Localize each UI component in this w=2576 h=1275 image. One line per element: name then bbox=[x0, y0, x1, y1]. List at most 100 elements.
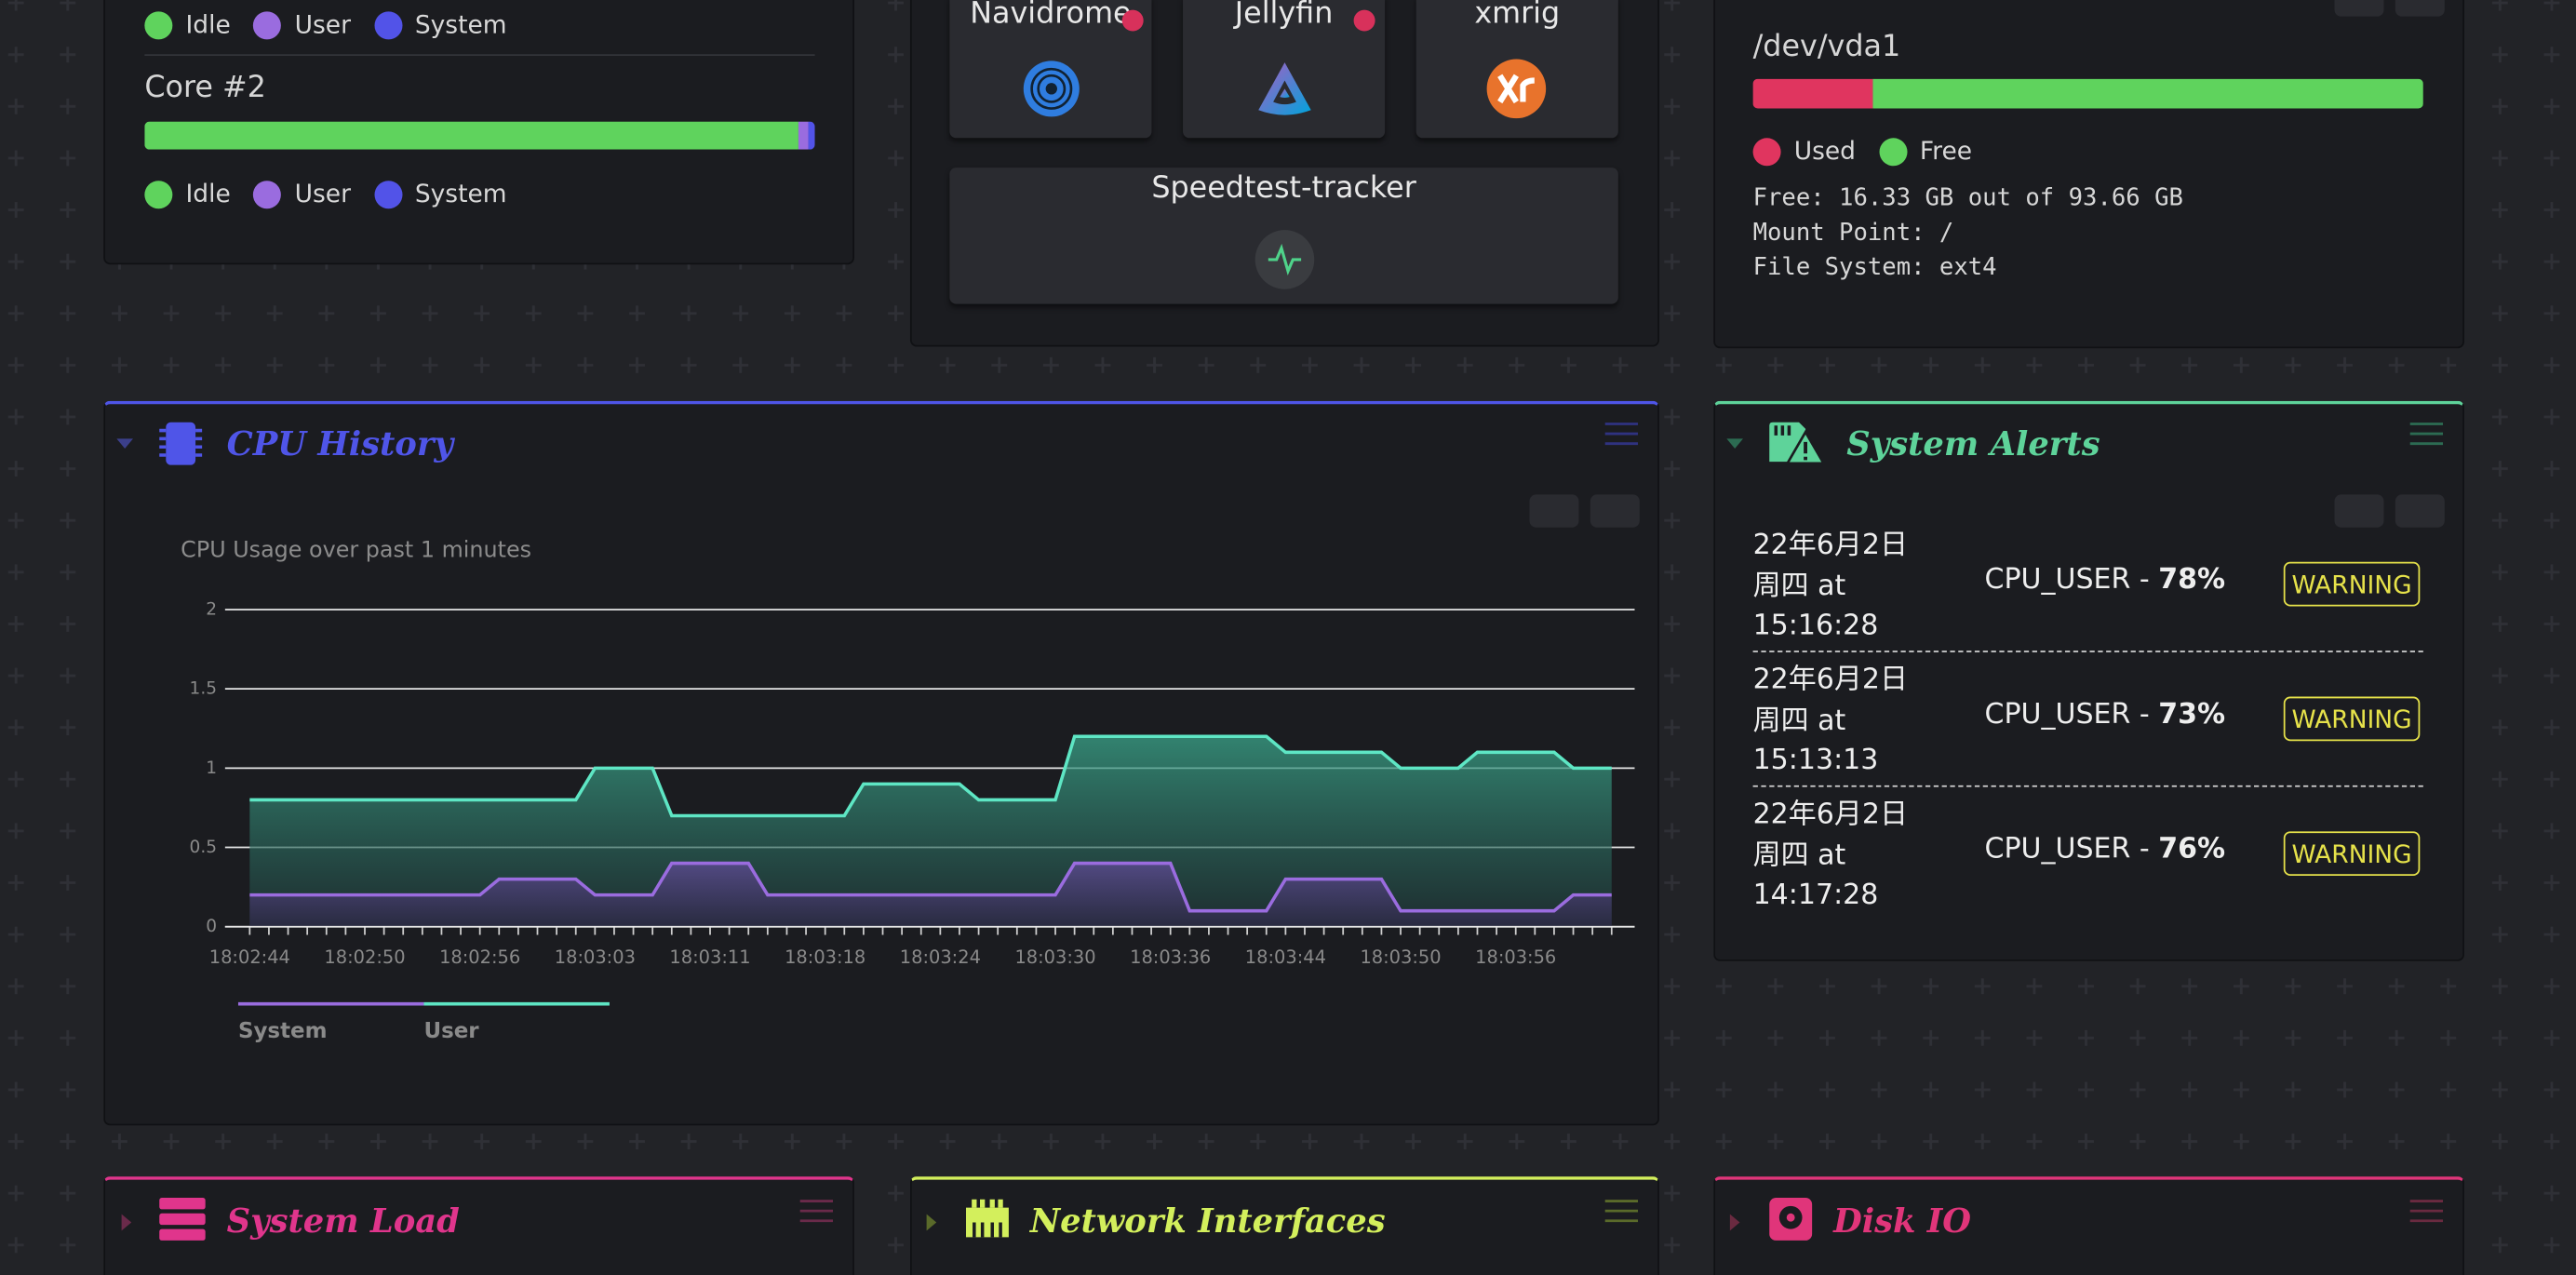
x-tick-label: 18:03:18 bbox=[785, 946, 865, 968]
expand-arrow[interactable] bbox=[1726, 1213, 1743, 1232]
alert-level: WARNING bbox=[2283, 831, 2421, 876]
y-tick-label: 0.5 bbox=[190, 838, 217, 857]
section-icon bbox=[159, 422, 203, 465]
alert-value: 78% bbox=[2158, 563, 2226, 597]
legend-label: User bbox=[423, 1019, 479, 1043]
alert-message: CPU_USER - 76% bbox=[1984, 833, 2225, 866]
series-line bbox=[249, 734, 1612, 818]
section-icon bbox=[1769, 422, 1826, 465]
x-tick-label: 18:02:50 bbox=[324, 946, 405, 968]
app-icon bbox=[1258, 62, 1311, 115]
disk-legend: Used Free bbox=[1752, 136, 1995, 167]
core-legend: Idle User System bbox=[144, 9, 530, 40]
disk-detail: Mount Point: / bbox=[1752, 220, 1954, 247]
app-tile[interactable]: Speedtest-tracker bbox=[949, 168, 1618, 304]
legend-label: System bbox=[238, 1019, 328, 1043]
section-icon bbox=[159, 1198, 206, 1241]
legend-label: Free bbox=[1919, 136, 1973, 167]
y-tick-label: 0 bbox=[206, 917, 217, 936]
section-menu[interactable] bbox=[2408, 1198, 2445, 1224]
section-title: Disk IO bbox=[1833, 1201, 1972, 1241]
x-tick-label: 18:02:56 bbox=[439, 946, 520, 968]
x-tick-label: 18:03:56 bbox=[1475, 946, 1556, 968]
section-icon bbox=[1769, 1198, 1813, 1241]
expand-arrow[interactable] bbox=[118, 1213, 135, 1232]
section-title: System Alerts bbox=[1846, 423, 2100, 463]
open-button[interactable] bbox=[2334, 0, 2384, 17]
y-tick-label: 1.5 bbox=[190, 679, 217, 699]
divider bbox=[1752, 651, 2423, 652]
collapse-arrow[interactable] bbox=[115, 434, 135, 453]
core-bar bbox=[144, 121, 815, 150]
alert-level: WARNING bbox=[2283, 696, 2421, 742]
section-menu[interactable] bbox=[1603, 1198, 1640, 1224]
section-menu[interactable] bbox=[1603, 421, 1640, 447]
refresh-button[interactable] bbox=[1590, 494, 1640, 528]
disk-panel bbox=[1713, 0, 2464, 349]
open-button[interactable] bbox=[1529, 494, 1579, 528]
section-menu[interactable] bbox=[2408, 421, 2445, 447]
alert-metric: CPU_USER - bbox=[1984, 563, 2150, 597]
disk-device: /dev/vda1 bbox=[1752, 29, 1901, 64]
expand-arrow[interactable] bbox=[923, 1213, 940, 1232]
app-tile[interactable]: xmrig bbox=[1415, 0, 1618, 139]
alert-message: CPU_USER - 73% bbox=[1984, 698, 2225, 731]
legend-label: Used bbox=[1793, 136, 1857, 167]
app-tile[interactable]: Navidrome bbox=[949, 0, 1152, 139]
divider bbox=[1752, 785, 2423, 787]
section-title: Network Interfaces bbox=[1029, 1201, 1386, 1241]
app-tile[interactable]: Jellyfin bbox=[1183, 0, 1386, 139]
divider bbox=[144, 54, 815, 57]
status-dot bbox=[1121, 9, 1144, 32]
x-tick-label: 18:03:44 bbox=[1245, 946, 1326, 968]
bar-segment bbox=[808, 121, 815, 150]
bar-segment bbox=[798, 121, 809, 150]
alert-value: 76% bbox=[2158, 833, 2226, 866]
legend-label: System bbox=[414, 179, 507, 209]
bar-segment bbox=[1752, 78, 1874, 109]
refresh-button[interactable] bbox=[2395, 0, 2445, 17]
bar-segment bbox=[1873, 78, 2423, 109]
app-name: Navidrome bbox=[970, 0, 1132, 32]
core-legend: Idle User System bbox=[144, 179, 530, 208]
alert-time: 22年6月2日 周四 at 15:13:13 bbox=[1752, 664, 1908, 778]
disk-io-panel bbox=[1713, 1176, 2464, 1275]
section-icon bbox=[966, 1199, 1009, 1238]
x-tick-label: 18:03:03 bbox=[555, 946, 636, 968]
area-fill bbox=[249, 736, 1612, 927]
x-tick-label: 18:03:36 bbox=[1130, 946, 1211, 968]
collapse-arrow[interactable] bbox=[1725, 434, 1745, 453]
x-tick-label: 18:03:50 bbox=[1360, 946, 1441, 968]
legend-label: System bbox=[414, 9, 507, 40]
alert-metric: CPU_USER - bbox=[1984, 833, 2150, 866]
app-icon bbox=[1254, 230, 1315, 289]
alerts-panel bbox=[1713, 400, 2464, 961]
chart: 0 0.5 1 1.5 2 18:02:44 18:02:50 18:02:56 18:03:0… bbox=[190, 599, 1635, 1043]
chart-title: CPU Usage over past 1 minutes bbox=[181, 537, 532, 564]
app-name: xmrig bbox=[1474, 0, 1561, 32]
app-name: Speedtest-tracker bbox=[1151, 170, 1416, 206]
disk-detail: Free: 16.33 GB out of 93.66 GB bbox=[1752, 185, 2183, 212]
refresh-button[interactable] bbox=[2395, 494, 2445, 528]
open-button[interactable] bbox=[2334, 494, 2384, 528]
core-label: Core #2 bbox=[144, 70, 266, 105]
alert-level: WARNING bbox=[2283, 561, 2421, 607]
alert-time: 22年6月2日 周四 at 14:17:28 bbox=[1752, 799, 1908, 912]
series-line bbox=[249, 861, 1612, 913]
x-tick-label: 18:03:30 bbox=[1014, 946, 1095, 968]
network-panel bbox=[909, 1176, 1659, 1275]
app-icon bbox=[1023, 60, 1080, 117]
x-tick-label: 18:02:44 bbox=[209, 946, 290, 968]
section-menu[interactable] bbox=[798, 1198, 835, 1224]
system-load-panel bbox=[103, 1176, 854, 1275]
y-tick-label: 1 bbox=[206, 758, 217, 778]
legend-label: User bbox=[294, 179, 351, 209]
disk-bar bbox=[1752, 78, 2423, 109]
alert-time: 22年6月2日 周四 at 15:16:28 bbox=[1752, 529, 1908, 643]
app-name: Jellyfin bbox=[1234, 0, 1334, 32]
y-tick-label: 2 bbox=[206, 599, 217, 619]
x-tick-label: 18:03:24 bbox=[900, 946, 981, 968]
bar-segment bbox=[144, 121, 798, 150]
